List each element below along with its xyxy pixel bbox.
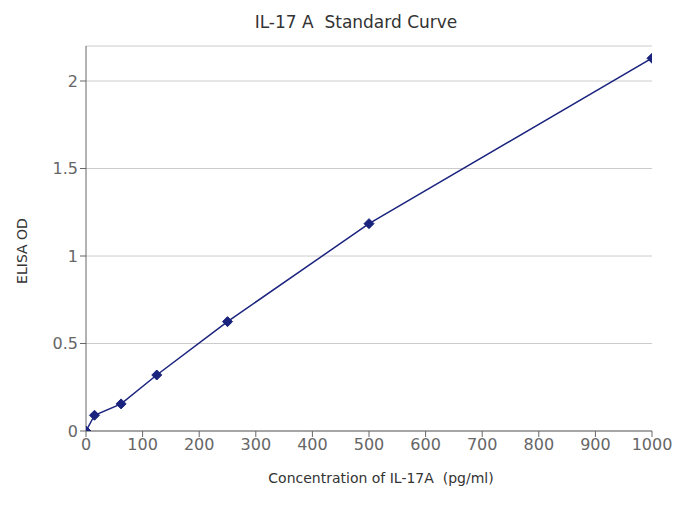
svg-text:200: 200 — [184, 435, 215, 454]
svg-text:1.5: 1.5 — [53, 159, 78, 178]
html-text:IL-17 A Standard Curve: IL-17 A Standard Curve — [254, 12, 458, 32]
svg-text:0: 0 — [68, 422, 78, 441]
html-text:ELISA OD: ELISA OD — [14, 218, 30, 284]
svg-text:900: 900 — [580, 435, 611, 454]
svg-text:0.5: 0.5 — [53, 334, 78, 353]
svg-text:0: 0 — [81, 435, 91, 454]
svg-text:1000: 1000 — [632, 435, 673, 454]
svg-text:700: 700 — [467, 435, 498, 454]
svg-text:300: 300 — [241, 435, 272, 454]
svg-text:2: 2 — [68, 72, 78, 91]
svg-text:600: 600 — [410, 435, 441, 454]
svg-text:1: 1 — [68, 247, 78, 266]
html-text:Concentration of IL-17A (pg/ml: Concentration of IL-17A (pg/ml) — [268, 470, 494, 486]
svg-text:100: 100 — [127, 435, 158, 454]
svg-text:800: 800 — [524, 435, 555, 454]
svg-text:500: 500 — [354, 435, 385, 454]
svg-text:400: 400 — [297, 435, 328, 454]
